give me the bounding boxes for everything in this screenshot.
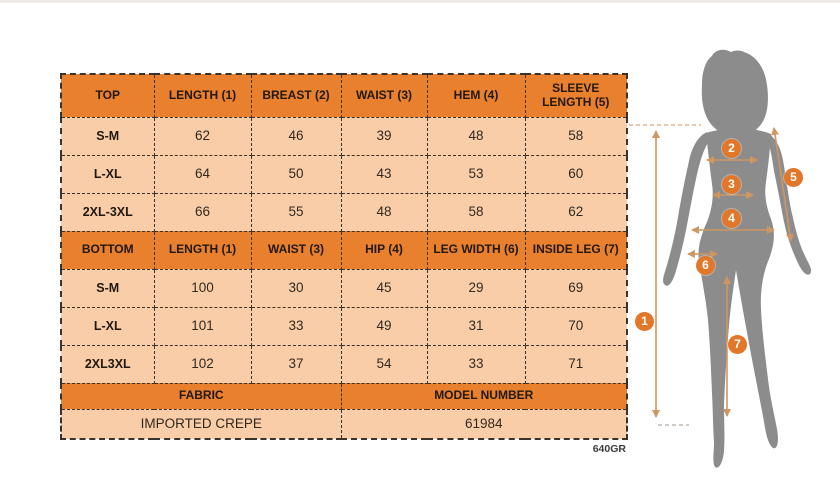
value-cell: 48 [426,116,526,156]
value-cell: 46 [250,116,342,156]
header-cell-waist: WAIST (3) [250,230,342,270]
annotation-badge-7: 7 [728,335,747,354]
value-cell: 33 [426,344,526,384]
value-cell: 55 [250,192,342,232]
header-cell-length: LENGTH (1) [153,73,252,118]
header-cell-hip: HIP (4) [340,230,428,270]
value-cell: 69 [524,268,628,308]
fabric-value-cell: IMPORTED CREPE [60,408,342,440]
measurement-figure [629,49,812,468]
value-cell: 100 [153,268,252,308]
annotation-badge-3: 3 [722,175,741,194]
header-cell-length: LENGTH (1) [153,230,252,270]
value-cell: 70 [524,306,628,346]
header-cell-top: TOP [60,73,155,118]
size-label-cell: 2XL3XL [60,344,155,384]
fabric-label-cell: FABRIC [60,382,342,410]
value-cell: 62 [153,116,252,156]
bottom-row-lxl: L-XL 101 33 49 31 70 [60,306,628,346]
header-cell-sleeve-length: SLEEVE LENGTH (5) [524,73,628,118]
top-row-lxl: L-XL 64 50 43 53 60 [60,154,628,194]
value-cell: 29 [426,268,526,308]
silhouette-right-arm [767,134,812,275]
value-cell: 102 [153,344,252,384]
woman-silhouette [663,49,812,468]
silhouette-head [701,49,768,137]
value-cell: 33 [250,306,342,346]
annotation-badge-5: 5 [784,168,803,187]
silhouette-left-arm [663,132,709,286]
value-cell: 49 [340,306,428,346]
value-cell: 31 [426,306,526,346]
header-cell-hem: HEM (4) [426,73,526,118]
value-cell: 50 [250,154,342,194]
size-chart-table: TOP LENGTH (1) BREAST (2) WAIST (3) HEM … [60,73,628,440]
header-cell-breast: BREAST (2) [250,73,342,118]
header-cell-inside-leg: INSIDE LEG (7) [524,230,628,270]
model-number-label-cell: MODEL NUMBER [340,382,628,410]
value-cell: 37 [250,344,342,384]
header-cell-bottom: BOTTOM [60,230,155,270]
value-cell: 58 [426,192,526,232]
annotation-badge-6: 6 [696,256,715,275]
style-code-footnote: 640GR [592,443,626,455]
size-label-cell: S-M [60,268,155,308]
top-header-row: TOP LENGTH (1) BREAST (2) WAIST (3) HEM … [60,73,628,118]
value-cell: 48 [340,192,428,232]
value-cell: 45 [340,268,428,308]
value-cell: 39 [340,116,428,156]
value-cell: 101 [153,306,252,346]
value-cell: 64 [153,154,252,194]
value-cell: 43 [340,154,428,194]
annotation-badge-2: 2 [722,139,741,158]
value-cell: 58 [524,116,628,156]
top-row-sm: S-M 62 46 39 48 58 [60,116,628,156]
size-label-cell: L-XL [60,154,155,194]
size-label-cell: S-M [60,116,155,156]
sleeve-length-arrow-5 [771,127,794,242]
header-cell-leg-width: LEG WIDTH (6) [426,230,526,270]
value-cell: 60 [524,154,628,194]
value-cell: 53 [426,154,526,194]
info-header-row: FABRIC MODEL NUMBER [60,382,628,410]
top-row-2xl3xl: 2XL-3XL 66 55 48 58 62 [60,192,628,232]
value-cell: 66 [153,192,252,232]
bottom-header-row: BOTTOM LENGTH (1) WAIST (3) HIP (4) LEG … [60,230,628,270]
silhouette-body [698,128,778,468]
value-cell: 54 [340,344,428,384]
bottom-row-2xl3xl: 2XL3XL 102 37 54 33 71 [60,344,628,384]
model-number-value-cell: 61984 [340,408,628,440]
info-value-row: IMPORTED CREPE 61984 [60,408,628,440]
size-label-cell: L-XL [60,306,155,346]
annotation-badge-4: 4 [722,209,741,228]
value-cell: 30 [250,268,342,308]
header-cell-waist: WAIST (3) [340,73,428,118]
size-label-cell: 2XL-3XL [60,192,155,232]
value-cell: 62 [524,192,628,232]
value-cell: 71 [524,344,628,384]
bottom-row-sm: S-M 100 30 45 29 69 [60,268,628,308]
annotation-badge-1: 1 [635,312,654,331]
